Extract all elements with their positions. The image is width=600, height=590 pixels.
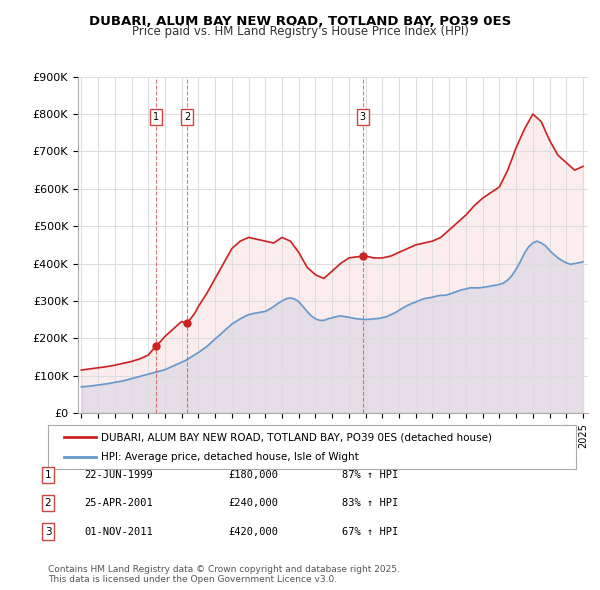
- Text: £240,000: £240,000: [228, 499, 278, 508]
- Text: Price paid vs. HM Land Registry's House Price Index (HPI): Price paid vs. HM Land Registry's House …: [131, 25, 469, 38]
- Text: 3: 3: [44, 527, 52, 536]
- Text: HPI: Average price, detached house, Isle of Wight: HPI: Average price, detached house, Isle…: [101, 452, 359, 461]
- Text: 01-NOV-2011: 01-NOV-2011: [84, 527, 153, 536]
- Text: 67% ↑ HPI: 67% ↑ HPI: [342, 527, 398, 536]
- Text: DUBARI, ALUM BAY NEW ROAD, TOTLAND BAY, PO39 0ES (detached house): DUBARI, ALUM BAY NEW ROAD, TOTLAND BAY, …: [101, 432, 492, 442]
- Text: 25-APR-2001: 25-APR-2001: [84, 499, 153, 508]
- Text: 1: 1: [153, 112, 159, 122]
- Text: £180,000: £180,000: [228, 470, 278, 480]
- Text: £420,000: £420,000: [228, 527, 278, 536]
- Text: DUBARI, ALUM BAY NEW ROAD, TOTLAND BAY, PO39 0ES: DUBARI, ALUM BAY NEW ROAD, TOTLAND BAY, …: [89, 15, 511, 28]
- Text: Contains HM Land Registry data © Crown copyright and database right 2025.
This d: Contains HM Land Registry data © Crown c…: [48, 565, 400, 584]
- Text: 2: 2: [184, 112, 190, 122]
- Text: 87% ↑ HPI: 87% ↑ HPI: [342, 470, 398, 480]
- Text: 1: 1: [44, 470, 52, 480]
- Text: 3: 3: [360, 112, 366, 122]
- Text: 22-JUN-1999: 22-JUN-1999: [84, 470, 153, 480]
- Text: 83% ↑ HPI: 83% ↑ HPI: [342, 499, 398, 508]
- Text: 2: 2: [44, 499, 52, 508]
